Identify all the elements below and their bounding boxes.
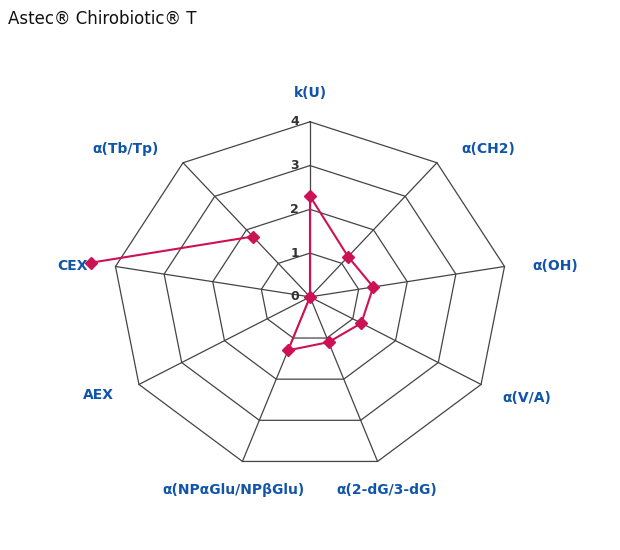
Text: α(Tb/Tp): α(Tb/Tp) [92, 142, 158, 156]
Text: α(V/A): α(V/A) [503, 391, 552, 405]
Text: k(U): k(U) [293, 86, 327, 100]
Text: AEX: AEX [83, 388, 114, 403]
Text: 3: 3 [290, 159, 299, 172]
Text: 1: 1 [290, 246, 299, 260]
Text: CEX: CEX [57, 260, 87, 273]
Text: Astec® Chirobiotic® T: Astec® Chirobiotic® T [7, 9, 196, 28]
Text: 2: 2 [290, 203, 299, 216]
Text: α(2-dG/3-dG): α(2-dG/3-dG) [337, 483, 437, 497]
Text: 0: 0 [290, 290, 299, 304]
Text: α(NPαGlu/NPβGlu): α(NPαGlu/NPβGlu) [162, 483, 304, 497]
Text: 4: 4 [290, 116, 299, 128]
Text: α(OH): α(OH) [533, 260, 578, 273]
Text: α(CH2): α(CH2) [462, 142, 515, 156]
